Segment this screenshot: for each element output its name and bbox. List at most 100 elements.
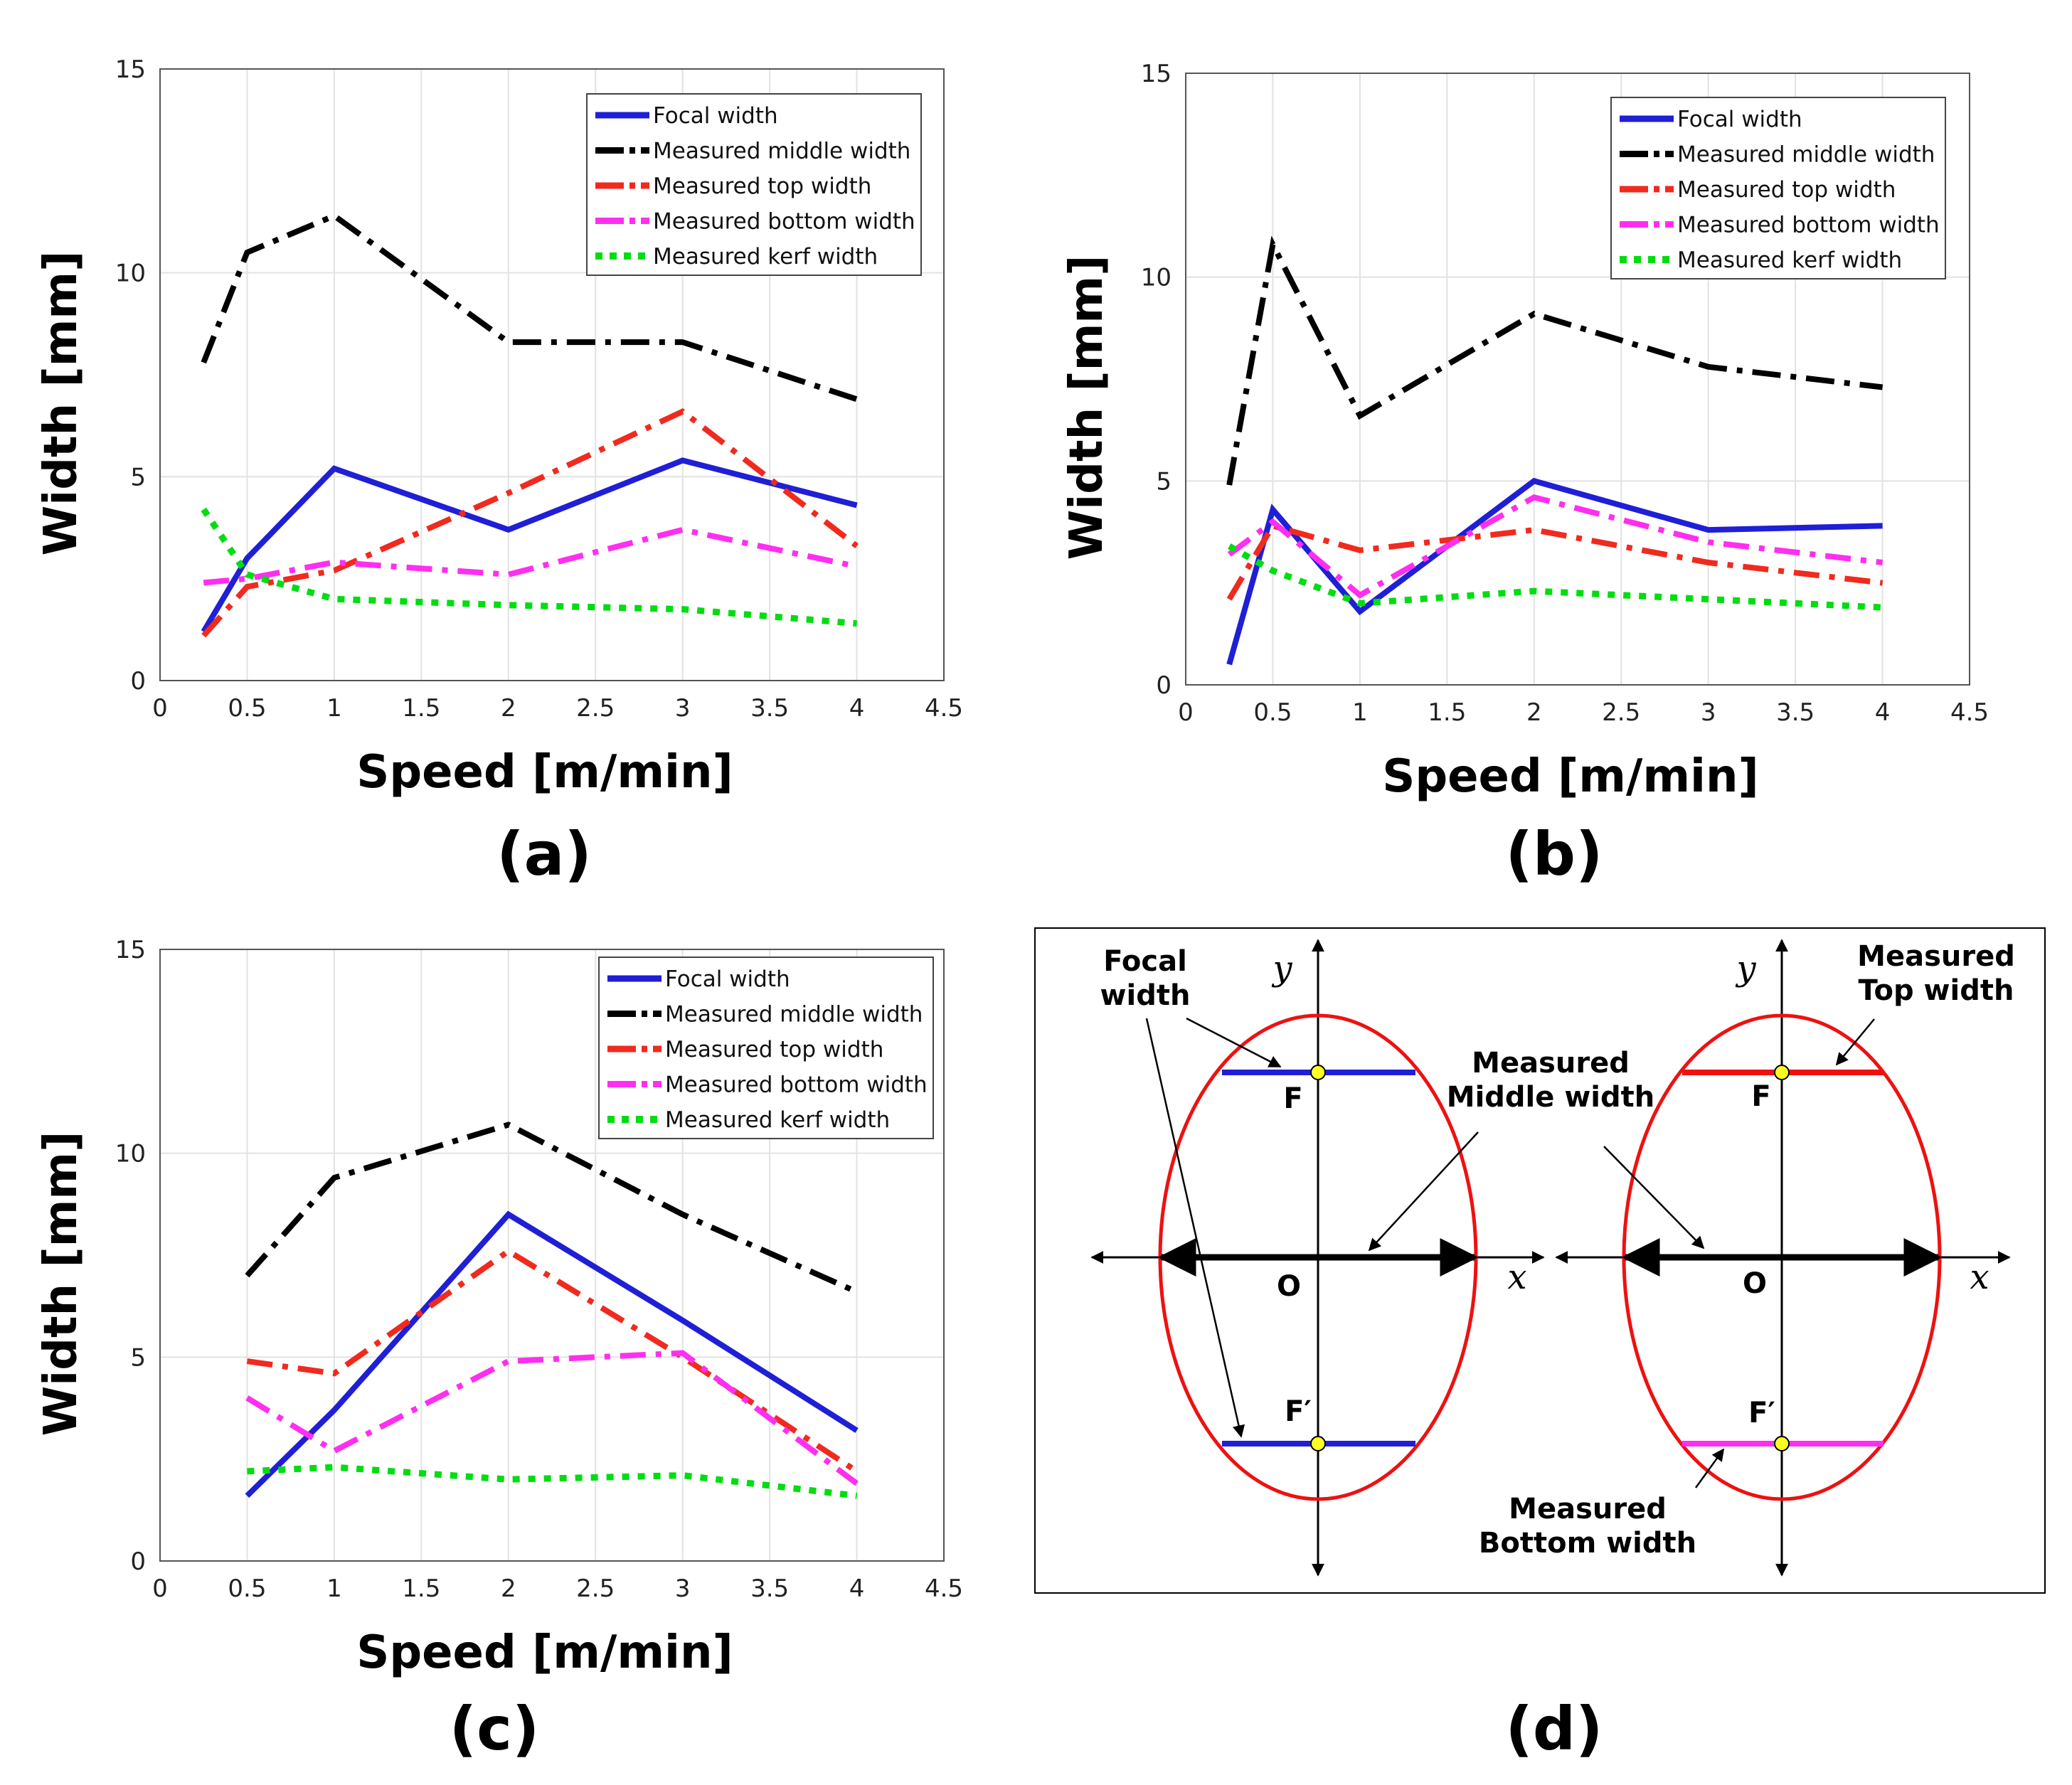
series-line-2 xyxy=(1226,235,1884,486)
chart-panel-a: 0 0.5 1 1.5 2 2.5 3 3.5 4 4.5 0 5 10 15 Speed [m/min] W… xyxy=(35,55,963,799)
legend-entry-5: Measured kerf width xyxy=(653,244,878,270)
series-line-3 xyxy=(1226,522,1884,601)
y-axis-label: Width [mm] xyxy=(1061,255,1113,560)
legend: Focal width Measured middle width Measured… xyxy=(598,957,934,1139)
y-tick-label: 5 xyxy=(130,1343,146,1372)
label-middle-width-line2: Middle width xyxy=(1447,1081,1654,1114)
legend-entry-3: Measured top width xyxy=(665,1037,883,1062)
panel-label-d: (d) xyxy=(1506,1694,1603,1764)
x-tick-label: 4 xyxy=(849,1574,865,1603)
x-tick-label: 3.5 xyxy=(750,1574,789,1603)
label-y-axis-left: y xyxy=(1271,949,1292,989)
legend-entry-5: Measured kerf width xyxy=(665,1107,890,1133)
y-tick-label: 5 xyxy=(130,463,146,491)
y-tick-label: 10 xyxy=(1141,264,1172,292)
focal-point-f-prime-left xyxy=(1310,1436,1326,1451)
legend-entry-4: Measured bottom width xyxy=(653,209,915,235)
x-tick-label: 0 xyxy=(152,1574,168,1603)
arrow-focal-bottom xyxy=(1145,1018,1245,1438)
panel-label-b: (b) xyxy=(1506,819,1603,889)
x-tick-label: 1 xyxy=(1352,698,1368,727)
x-tick-label: 4.5 xyxy=(925,694,963,723)
series-line-5 xyxy=(201,507,857,627)
series-line-1 xyxy=(245,1210,859,1498)
y-tick-label: 10 xyxy=(115,260,146,288)
x-tick-label: 1.5 xyxy=(402,1574,440,1603)
x-tick-label: 0 xyxy=(152,694,168,723)
focal-point-f-prime-right xyxy=(1774,1436,1790,1451)
x-tick-label: 1 xyxy=(326,694,342,723)
series-line-1 xyxy=(201,457,858,634)
label-focal-width-line1: Focal xyxy=(1103,945,1187,978)
arrow-focal-top xyxy=(1186,1017,1282,1068)
series-line-2 xyxy=(245,1121,859,1295)
x-tick-label: 4 xyxy=(849,694,865,723)
legend: Focal width Measured middle width Measured… xyxy=(586,93,922,276)
label-bottom-width-line1: Measured xyxy=(1509,1493,1667,1525)
x-tick-label: 2 xyxy=(501,1574,516,1603)
label-f-prime-left: F′ xyxy=(1285,1395,1312,1428)
plot-frame xyxy=(159,949,945,1562)
series-line-4 xyxy=(203,526,858,586)
label-f-right: F xyxy=(1751,1080,1770,1113)
y-tick-label: 15 xyxy=(115,936,146,964)
x-tick-label: 2 xyxy=(501,694,516,723)
legend-entry-2: Measured middle width xyxy=(653,139,910,164)
y-axis-label: Width [mm] xyxy=(35,1131,87,1437)
plot-frame xyxy=(1185,73,1970,686)
legend-entry-4: Measured bottom width xyxy=(665,1072,928,1098)
label-x-axis-left: x xyxy=(1507,1257,1526,1297)
x-tick-label: 1 xyxy=(326,1574,342,1603)
series-line-5 xyxy=(1227,543,1883,611)
y-tick-label: 10 xyxy=(115,1140,146,1168)
label-top-width-line2: Top width xyxy=(1859,974,2014,1007)
label-top-width-line1: Measured xyxy=(1857,940,2015,973)
label-focal-width-line2: width xyxy=(1100,979,1191,1012)
y-axis-label: Width [mm] xyxy=(35,251,87,556)
focal-point-f-right xyxy=(1774,1065,1790,1080)
label-bottom-width-line2: Bottom width xyxy=(1479,1527,1696,1560)
label-f-left: F xyxy=(1283,1082,1302,1115)
series-line-3 xyxy=(201,407,859,638)
arrow-bottom-width xyxy=(1694,1448,1725,1488)
y-tick-label: 0 xyxy=(1156,671,1172,700)
y-tick-label: 15 xyxy=(1141,60,1172,88)
legend-entry-2: Measured middle width xyxy=(1677,142,1935,168)
x-axis-label: Speed [m/min] xyxy=(356,1626,733,1679)
x-tick-label: 4.5 xyxy=(925,1574,963,1603)
panel-label-a: (a) xyxy=(496,819,591,889)
x-tick-label: 3.5 xyxy=(1776,698,1815,727)
x-tick-label: 0.5 xyxy=(228,694,266,723)
legend-entry-3: Measured top width xyxy=(1677,177,1896,203)
x-axis-label: Speed [m/min] xyxy=(356,746,733,799)
chart-panel-b: 0 0.5 1 1.5 2 2.5 3 3.5 4 4.5 0 5 10 15 Speed [m/min] W… xyxy=(1061,60,1989,803)
x-tick-label: 3 xyxy=(675,1574,691,1603)
legend: Focal width Measured middle width Measured… xyxy=(1610,97,1946,279)
focal-point-f-left xyxy=(1310,1065,1326,1080)
x-tick-label: 2.5 xyxy=(1602,698,1640,727)
x-tick-label: 3.5 xyxy=(750,694,789,723)
legend-entry-4: Measured bottom width xyxy=(1677,213,1940,238)
x-tick-label: 4.5 xyxy=(1950,698,1989,727)
x-tick-label: 1.5 xyxy=(1428,698,1466,727)
x-axis-label: Speed [m/min] xyxy=(1382,750,1759,803)
x-tick-label: 2.5 xyxy=(576,694,615,723)
series-line-4 xyxy=(1227,494,1884,599)
legend-entry-1: Focal width xyxy=(1677,107,1802,132)
y-tick-label: 0 xyxy=(130,667,146,696)
arrow-top-width xyxy=(1835,1018,1875,1066)
x-tick-label: 0 xyxy=(1178,698,1194,727)
x-tick-label: 0.5 xyxy=(228,1574,266,1603)
x-tick-label: 2.5 xyxy=(576,1574,615,1603)
x-tick-label: 2 xyxy=(1526,698,1542,727)
label-middle-width-line1: Measured xyxy=(1472,1047,1630,1080)
series-line-4 xyxy=(245,1350,859,1486)
arrow-middle-width-right xyxy=(1603,1146,1705,1250)
x-tick-label: 4 xyxy=(1875,698,1891,727)
diagram-panel-d: F F′ O x y Focal width Measured Middle w… xyxy=(1034,927,2046,1594)
series-line-3 xyxy=(246,1247,859,1474)
arrow-middle-width xyxy=(1368,1131,1479,1252)
legend-entry-2: Measured middle width xyxy=(665,1002,923,1028)
label-x-axis-right: x xyxy=(1970,1257,1989,1297)
